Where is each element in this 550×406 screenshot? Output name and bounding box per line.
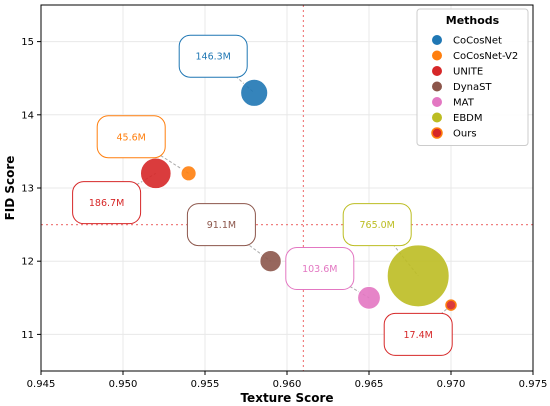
y-tick-label: 13 [21, 184, 34, 195]
x-axis-label: Texture Score [240, 391, 333, 405]
bubble-labels: 146.3M 45.6M 186.7M 91.1M 103.6M 765.0M 17.4M [72, 34, 453, 356]
bubble-label: 186.7M [89, 198, 124, 209]
x-tick-label: 0.960 [273, 379, 302, 390]
x-ticks: 0.945 0.950 0.955 0.960 0.965 0.970 0.975 [27, 371, 548, 390]
legend-label: CoCosNet-V2 [453, 51, 518, 62]
bubble-ours [445, 299, 457, 311]
bubble-label-box [72, 181, 142, 225]
legend-marker [432, 66, 442, 76]
bubble-label-box [342, 203, 412, 247]
bubble-label-box [178, 34, 248, 78]
y-tick-label: 12 [21, 257, 34, 268]
legend-marker [432, 97, 442, 107]
bubble-ebdm [386, 244, 450, 308]
bubble-label: 765.0M [359, 220, 394, 231]
legend-label: CoCosNet [453, 36, 502, 47]
legend-label: Ours [453, 129, 477, 140]
bubble-label: 17.4M [404, 330, 433, 341]
bubble-label-box [285, 247, 355, 291]
bubble-unite [139, 157, 172, 190]
legend-label: UNITE [453, 67, 483, 78]
bubble-dynast [259, 250, 282, 273]
y-axis-label: FID Score [3, 156, 17, 221]
x-tick-label: 0.945 [27, 379, 56, 390]
bubble-label: 91.1M [207, 220, 236, 231]
legend-label: DynaST [453, 82, 492, 93]
bubbles [139, 78, 457, 311]
y-tick-label: 14 [21, 110, 34, 121]
bubble-label: 103.6M [302, 264, 337, 275]
y-tick-label: 11 [21, 330, 34, 341]
legend-label: EBDM [453, 113, 483, 124]
legend-title: Methods [446, 14, 500, 27]
legend-box [416, 8, 529, 146]
reference-lines [41, 5, 533, 371]
bubble-label-box [186, 203, 256, 247]
x-tick-label: 0.970 [437, 379, 466, 390]
x-tick-label: 0.975 [519, 379, 548, 390]
legend-marker [432, 112, 442, 123]
bubble-cocosnet-v2 [180, 165, 197, 182]
legend: Methods CoCosNet CoCosNet-V2 UNITE DynaST MA… [416, 8, 529, 146]
bubble-label: 45.6M [117, 132, 146, 143]
bubble-label: 146.3M [195, 52, 230, 63]
x-tick-label: 0.965 [355, 379, 384, 390]
bubble-label-box [96, 115, 166, 159]
x-tick-label: 0.955 [191, 379, 220, 390]
legend-marker [432, 50, 442, 61]
legend-marker [432, 81, 442, 92]
bubble-label-box [383, 312, 453, 356]
bubble-cocosnet [240, 78, 269, 107]
legend-label: MAT [453, 98, 475, 109]
legend-marker [432, 35, 442, 45]
legend-marker [431, 127, 443, 139]
y-tick-label: 15 [21, 37, 34, 48]
bubble-mat [357, 285, 381, 310]
x-tick-label: 0.950 [109, 379, 138, 390]
y-ticks: 11 12 13 14 15 [21, 37, 41, 341]
